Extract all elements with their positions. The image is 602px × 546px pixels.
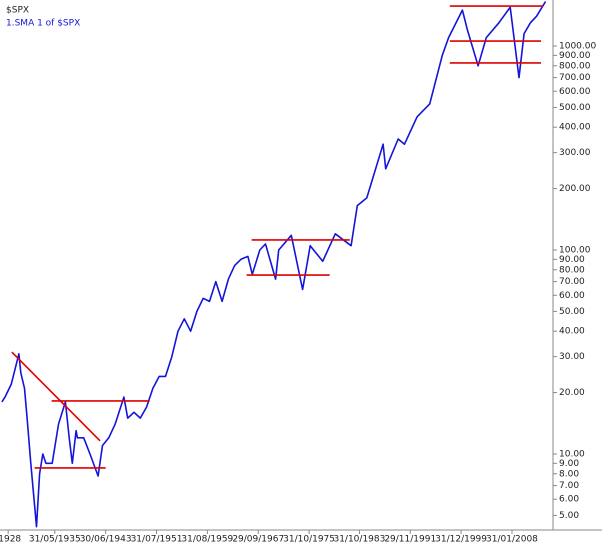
x-tick-label: 31/08/1959	[181, 535, 233, 545]
x-tick-label: 31/12/1999	[435, 535, 487, 545]
y-tick-label: 7.00	[559, 481, 579, 491]
y-tick-label: 1000.00	[559, 42, 596, 52]
y-tick-label: 6.00	[559, 495, 579, 505]
y-tick-label: 20.00	[559, 388, 585, 398]
legend-entry: 1.SMA 1 of $SPX	[6, 19, 80, 29]
y-tick-label: 800.00	[559, 61, 591, 71]
y-tick-label: 300.00	[559, 148, 591, 158]
y-tick-label: 600.00	[559, 87, 591, 97]
x-tick-label: 29/09/1967	[232, 535, 284, 545]
y-tick-label: 70.00	[559, 277, 585, 287]
y-tick-label: 90.00	[559, 255, 585, 265]
x-tick-label: 31/07/1951	[131, 535, 183, 545]
x-tick-label: 30/06/1943	[80, 535, 132, 545]
x-tick-label: 31/10/1975	[283, 535, 335, 545]
y-tick-label: 9.00	[559, 459, 579, 469]
x-tick-label: 31/01/2008	[486, 535, 538, 545]
x-tick-label: /1928	[0, 535, 21, 545]
trend-line	[11, 351, 101, 442]
price-line	[1, 1, 547, 528]
x-tick-label: 31/05/1935	[29, 535, 81, 545]
y-tick-label: 60.00	[559, 291, 585, 301]
y-tick-label: 8.00	[559, 469, 579, 479]
y-tick-label: 30.00	[559, 352, 585, 362]
y-tick-label: 400.00	[559, 123, 591, 133]
x-tick-label: 31/10/1983	[333, 535, 385, 545]
y-tick-label: 40.00	[559, 327, 585, 337]
y-tick-label: 100.00	[559, 246, 591, 256]
chart-title: $SPX	[6, 6, 29, 16]
y-tick-label: 50.00	[559, 307, 585, 317]
y-tick-label: 80.00	[559, 265, 585, 275]
y-tick-label: 500.00	[559, 103, 591, 113]
y-tick-label: 700.00	[559, 73, 591, 83]
x-tick-label: 29/11/1991	[384, 535, 436, 545]
y-tick-label: 200.00	[559, 184, 591, 194]
y-tick-label: 10.00	[559, 449, 585, 459]
y-tick-label: 900.00	[559, 51, 591, 61]
y-tick-label: 5.00	[559, 511, 579, 521]
